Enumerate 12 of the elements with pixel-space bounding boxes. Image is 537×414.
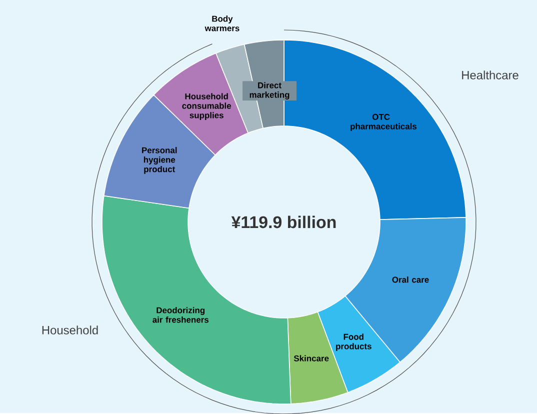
slice-label: Food products	[336, 333, 372, 351]
slice-label: Skincare	[294, 355, 329, 362]
slice-label: Direct marketing	[250, 82, 290, 100]
slice-label: Personal hygiene product	[142, 146, 177, 174]
text: Household	[42, 325, 98, 334]
slice-label: Body warmers	[204, 15, 240, 32]
text: ¥119.9 billion	[231, 216, 336, 228]
slice-label: Deodorizing air fresheners	[152, 306, 208, 323]
text: Healthcare	[462, 70, 518, 80]
slice-label: OTC pharmaceuticals	[350, 114, 417, 131]
slice-label: Household consumable supplies	[182, 92, 232, 120]
slice-label: Oral care	[392, 276, 429, 283]
